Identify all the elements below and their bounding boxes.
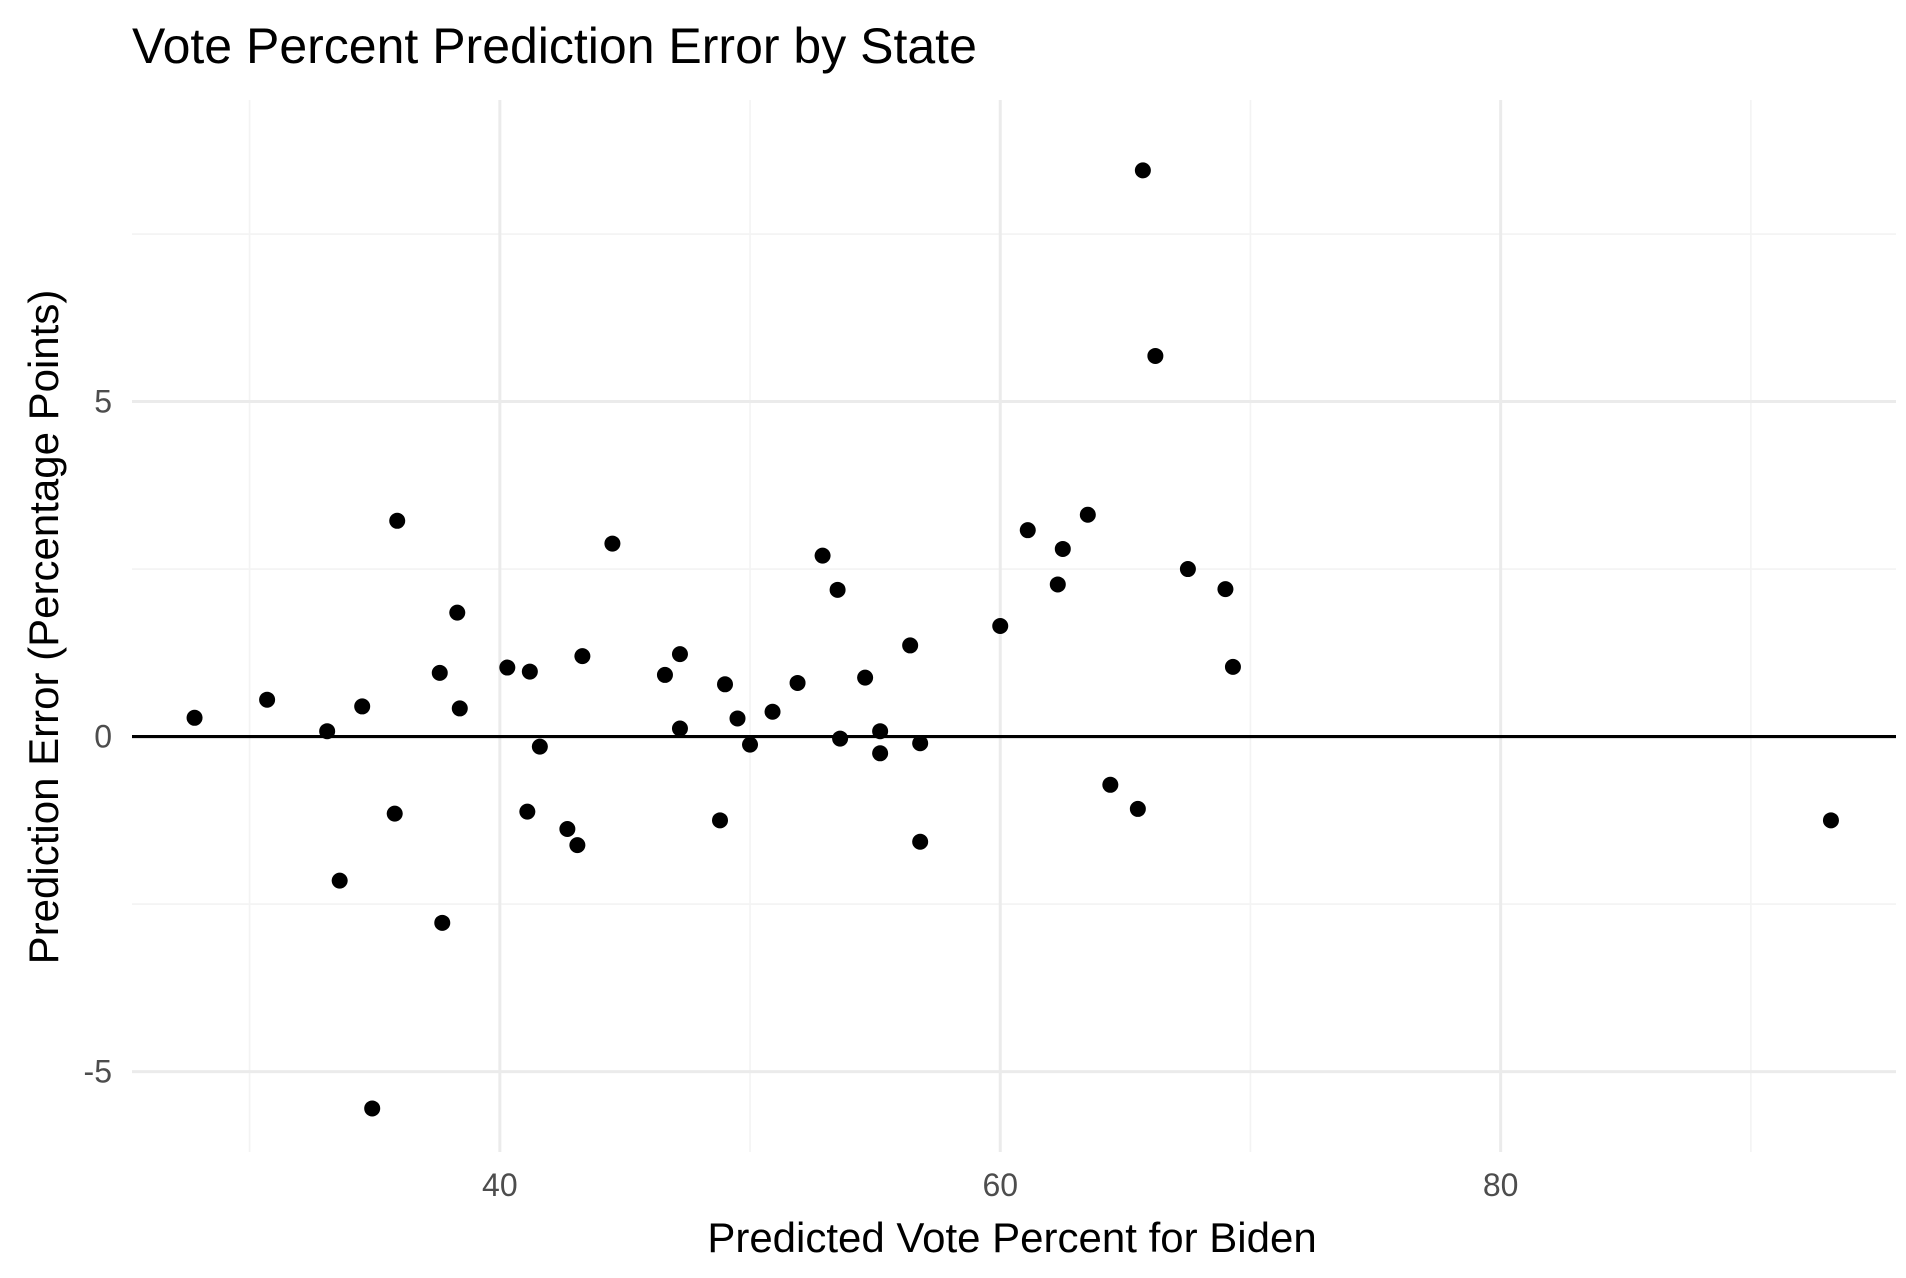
data-point xyxy=(569,837,586,854)
data-point xyxy=(186,709,203,726)
data-point xyxy=(829,581,846,598)
chart-title: Vote Percent Prediction Error by State xyxy=(132,18,977,74)
x-tick-label: 40 xyxy=(482,1167,518,1203)
data-point xyxy=(331,872,348,889)
data-point xyxy=(604,535,621,552)
data-point xyxy=(814,547,831,564)
data-point xyxy=(354,698,371,715)
data-point xyxy=(1054,540,1071,557)
y-tick-label: -5 xyxy=(84,1054,112,1090)
y-axis-tick-labels: -5 0 5 xyxy=(84,384,112,1090)
data-point xyxy=(902,637,919,654)
data-point xyxy=(389,512,406,529)
data-point xyxy=(872,745,889,762)
data-point xyxy=(1079,506,1096,523)
data-point xyxy=(1147,347,1164,364)
data-point xyxy=(574,648,591,665)
data-point xyxy=(434,914,451,931)
data-point xyxy=(559,821,576,838)
data-point xyxy=(259,691,276,708)
data-point xyxy=(656,666,673,683)
data-point xyxy=(319,723,336,740)
data-point xyxy=(717,676,734,693)
data-point xyxy=(499,659,516,676)
data-point xyxy=(1224,658,1241,675)
data-point xyxy=(912,735,929,752)
data-point xyxy=(519,803,536,820)
data-point xyxy=(386,805,403,822)
x-axis-tick-labels: 40 60 80 xyxy=(482,1167,1518,1203)
data-point xyxy=(521,663,538,680)
data-point xyxy=(671,646,688,663)
data-point xyxy=(992,618,1009,634)
x-tick-label: 80 xyxy=(1483,1167,1519,1203)
data-point xyxy=(1129,800,1146,817)
data-point xyxy=(449,604,466,621)
data-point xyxy=(1217,581,1234,598)
data-point xyxy=(912,833,929,850)
data-point xyxy=(1049,576,1066,593)
data-point xyxy=(1822,812,1839,829)
y-tick-label: 0 xyxy=(94,719,112,755)
data-point xyxy=(671,720,688,737)
data-point xyxy=(1102,776,1119,793)
data-point xyxy=(431,664,448,681)
data-point xyxy=(451,700,468,717)
data-point xyxy=(1019,522,1036,539)
data-point xyxy=(531,738,548,755)
y-tick-label: 5 xyxy=(94,384,112,420)
data-point xyxy=(742,736,759,753)
data-point xyxy=(872,723,889,740)
data-points xyxy=(186,162,1839,1117)
x-tick-label: 60 xyxy=(982,1167,1018,1203)
data-point xyxy=(1179,561,1196,578)
data-point xyxy=(712,812,728,829)
data-point xyxy=(364,1100,381,1117)
data-point xyxy=(857,669,874,686)
data-point xyxy=(764,703,781,720)
data-point xyxy=(832,730,849,747)
y-axis-title: Prediction Error (Percentage Points) xyxy=(20,290,67,965)
data-point xyxy=(729,710,746,727)
data-point xyxy=(1134,162,1151,179)
minor-gridlines xyxy=(132,100,1896,1152)
data-point xyxy=(789,674,806,691)
x-axis-title: Predicted Vote Percent for Biden xyxy=(707,1214,1316,1261)
